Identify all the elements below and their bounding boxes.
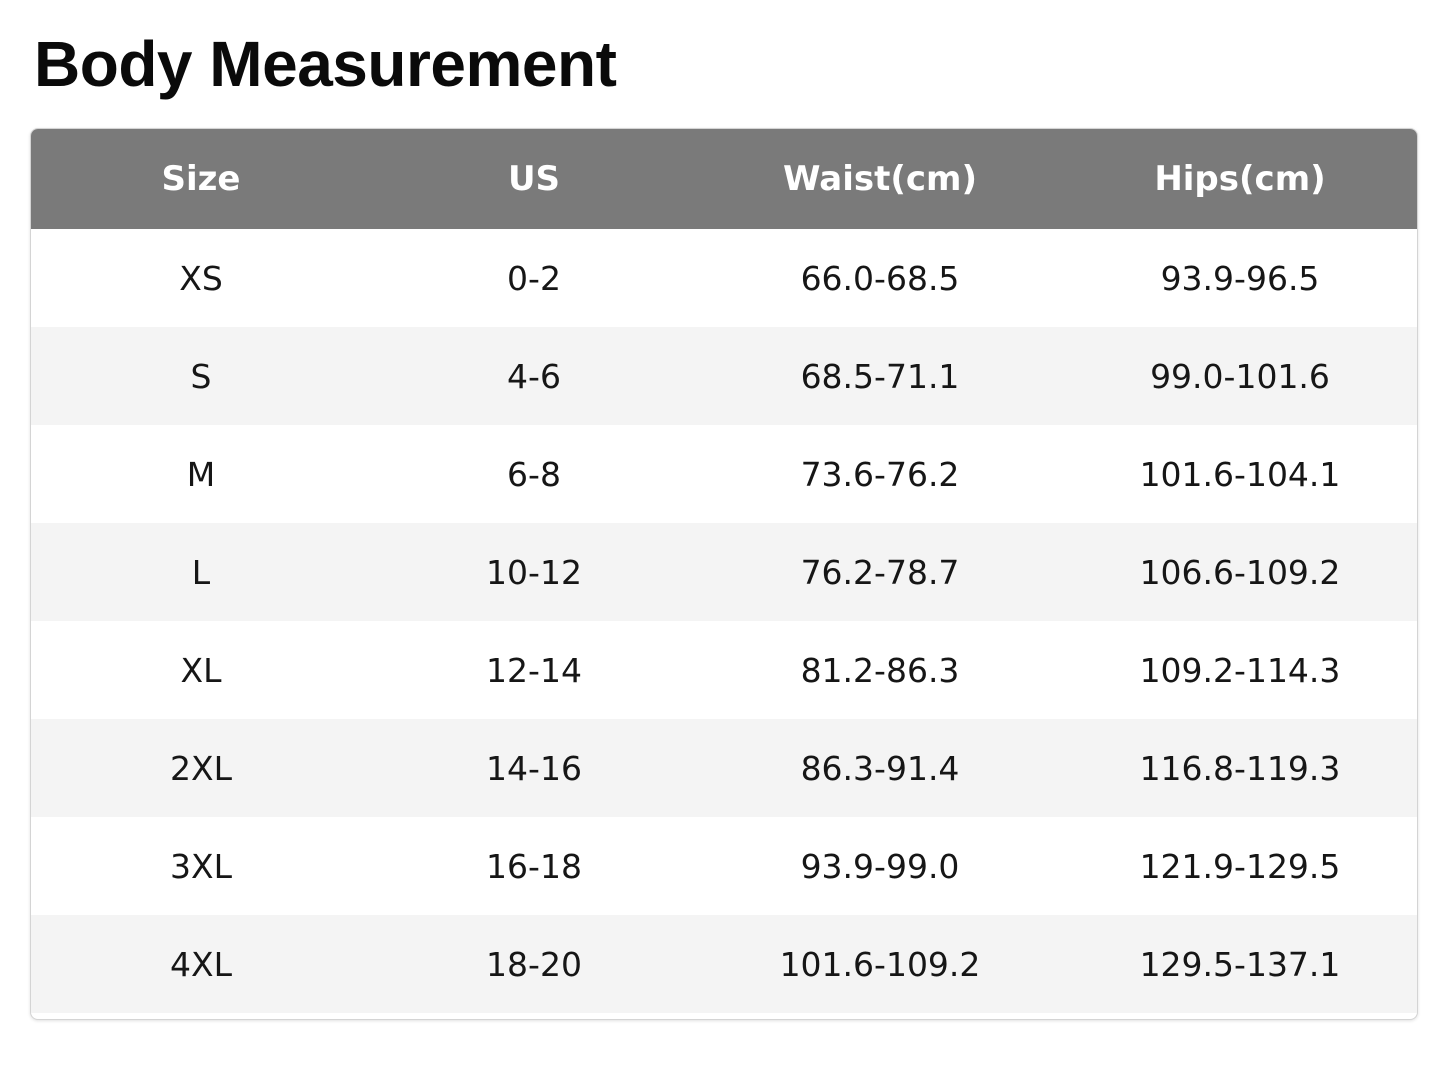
column-header-waist: Waist(cm): [697, 129, 1063, 229]
cell-us: 12-14: [371, 621, 697, 719]
cell-waist: 76.2-78.7: [697, 523, 1063, 621]
cell-size: 3XL: [31, 817, 371, 915]
cell-waist: 66.0-68.5: [697, 229, 1063, 327]
cell-hips: 99.0-101.6: [1063, 327, 1417, 425]
size-chart-table: Size US Waist(cm) Hips(cm) XS 0-2 66.0-6…: [31, 129, 1417, 1013]
cell-hips: 121.9-129.5: [1063, 817, 1417, 915]
cell-size: XS: [31, 229, 371, 327]
cell-us: 18-20: [371, 915, 697, 1013]
cell-us: 14-16: [371, 719, 697, 817]
cell-waist: 81.2-86.3: [697, 621, 1063, 719]
cell-us: 0-2: [371, 229, 697, 327]
cell-waist: 93.9-99.0: [697, 817, 1063, 915]
cell-waist: 73.6-76.2: [697, 425, 1063, 523]
table-row: 3XL 16-18 93.9-99.0 121.9-129.5: [31, 817, 1417, 915]
cell-size: L: [31, 523, 371, 621]
cell-waist: 86.3-91.4: [697, 719, 1063, 817]
cell-size: S: [31, 327, 371, 425]
column-header-us: US: [371, 129, 697, 229]
column-header-size: Size: [31, 129, 371, 229]
cell-hips: 129.5-137.1: [1063, 915, 1417, 1013]
cell-hips: 116.8-119.3: [1063, 719, 1417, 817]
table-row: 2XL 14-16 86.3-91.4 116.8-119.3: [31, 719, 1417, 817]
cell-size: 2XL: [31, 719, 371, 817]
table-row: XS 0-2 66.0-68.5 93.9-96.5: [31, 229, 1417, 327]
cell-hips: 93.9-96.5: [1063, 229, 1417, 327]
cell-size: M: [31, 425, 371, 523]
cell-hips: 101.6-104.1: [1063, 425, 1417, 523]
table-row: S 4-6 68.5-71.1 99.0-101.6: [31, 327, 1417, 425]
table-row: 4XL 18-20 101.6-109.2 129.5-137.1: [31, 915, 1417, 1013]
table-header: Size US Waist(cm) Hips(cm): [31, 129, 1417, 229]
cell-us: 4-6: [371, 327, 697, 425]
cell-hips: 106.6-109.2: [1063, 523, 1417, 621]
cell-waist: 101.6-109.2: [697, 915, 1063, 1013]
cell-us: 10-12: [371, 523, 697, 621]
cell-waist: 68.5-71.1: [697, 327, 1063, 425]
cell-size: XL: [31, 621, 371, 719]
column-header-hips: Hips(cm): [1063, 129, 1417, 229]
cell-hips: 109.2-114.3: [1063, 621, 1417, 719]
table-row: M 6-8 73.6-76.2 101.6-104.1: [31, 425, 1417, 523]
header-row: Size US Waist(cm) Hips(cm): [31, 129, 1417, 229]
table-row: XL 12-14 81.2-86.3 109.2-114.3: [31, 621, 1417, 719]
size-chart-card: Size US Waist(cm) Hips(cm) XS 0-2 66.0-6…: [30, 128, 1418, 1020]
cell-size: 4XL: [31, 915, 371, 1013]
page-title: Body Measurement: [34, 28, 617, 100]
table-body: XS 0-2 66.0-68.5 93.9-96.5 S 4-6 68.5-71…: [31, 229, 1417, 1013]
table-row: L 10-12 76.2-78.7 106.6-109.2: [31, 523, 1417, 621]
cell-us: 6-8: [371, 425, 697, 523]
cell-us: 16-18: [371, 817, 697, 915]
